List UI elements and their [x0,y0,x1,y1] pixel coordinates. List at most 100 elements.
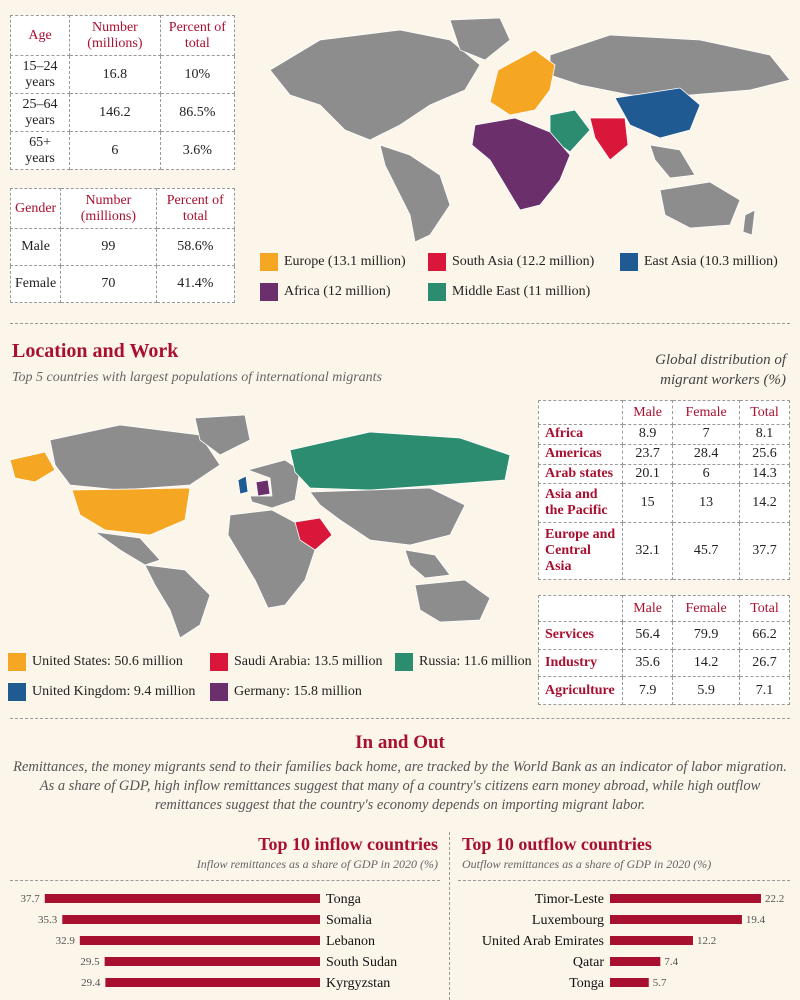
legend-item-middle-east: Middle East (11 million) [428,283,590,301]
asia-shape [309,487,466,546]
row-label: Africa [538,424,623,445]
table-cell: 23.7 [621,443,674,465]
saudi-arabia-region [294,517,333,551]
inflow-value-label: 32.9 [56,935,76,947]
germany-region [255,479,271,497]
legend-swatch [8,653,26,671]
outflow-bar [610,957,661,966]
table-cell: 70 [60,265,157,303]
age-header: Age [9,15,71,56]
row-label: Agriculture [538,676,623,705]
outflow-value-label: 7.4 [664,956,678,968]
outflow-value-label: 12.2 [697,935,716,947]
legend-swatch [260,283,278,301]
legend-label: United Kingdom: 9.4 million [32,684,196,699]
greenland-shape [194,414,251,456]
legend-item-saudi-arabia: Saudi Arabia: 13.5 million [210,653,383,671]
inflow-category-label: South Sudan [326,955,397,970]
gender-table: Gender Number (millions) Percent of tota… [9,188,236,303]
legend-item-south-asia: South Asia (12.2 million) [428,253,594,271]
table-cell: 58.6% [155,228,236,266]
table-cell: 41.4% [155,265,236,303]
table-cell: 14.3 [739,463,790,485]
inflow-axis-rule [10,880,440,881]
russia-shape [549,34,791,96]
north-america-shape [269,29,481,141]
table-cell: 7.1 [739,676,790,705]
outflow-category-label: Tonga [569,976,605,991]
legend-label: Saudi Arabia: 13.5 million [234,654,383,669]
greenland-shape [449,17,511,61]
gender-header: Gender [9,188,62,229]
table-cell: 7 [672,424,740,445]
table-header: Total [739,400,790,425]
legend-item-east-asia: East Asia (10.3 million) [620,253,778,271]
table-cell: 79.9 [672,621,740,650]
legend-item-africa: Africa (12 million) [260,283,391,301]
east-asia-region [614,87,701,139]
section-divider [10,718,790,719]
legend-swatch [8,683,26,701]
legend-swatch [210,653,228,671]
inflow-category-label: Kyrgyzstan [326,976,390,991]
percent-header: Percent of total [159,15,236,56]
inflow-value-label: 37.7 [21,893,41,905]
table-header: Male [621,595,674,622]
table-cell: 15 [621,483,674,523]
table-cell: 6 [672,463,740,485]
russia-region [289,431,511,491]
table-header: Female [672,400,740,425]
inflow-category-label: Lebanon [326,934,375,949]
row-label: Arab states [538,463,623,485]
table-cell: 14.2 [672,648,740,678]
table-cell: 3.6% [159,131,236,170]
table-cell: Male [9,228,62,266]
legend-swatch [620,253,638,271]
table-cell: 20.1 [621,463,674,485]
table-cell: 45.7 [672,521,740,581]
table-cell: 35.6 [621,648,674,678]
table-header: Total [739,595,790,622]
legend-label: Germany: 15.8 million [234,684,362,699]
inflow-value-label: 29.4 [81,977,101,989]
table-cell: 66.2 [739,621,790,650]
row-label: Asia and the Pacific [538,483,623,523]
outflow-bar [610,978,649,987]
inflow-bar-chart: 37.7 Tonga 35.3 Somalia 32.9 Lebanon 29.5 South… [21,892,398,991]
outflow-category-label: United Arab Emirates [482,934,604,949]
new-zealand-shape [742,209,756,236]
inflow-chart-subtitle: Inflow remittances as a share of GDP in … [196,857,438,871]
table-cell: 56.4 [621,621,674,650]
legend-label: East Asia (10.3 million) [644,254,778,269]
table-cell: 146.2 [69,93,161,132]
number-header: Number (millions) [60,188,157,229]
row-label: Industry [538,648,623,678]
legend-item-russia: Russia: 11.6 million [395,653,532,671]
inout-title: In and Out [355,732,445,753]
legend-swatch [260,253,278,271]
table-cell: 32.1 [621,521,674,581]
table-cell: 14.2 [739,483,790,523]
europe-shape [246,459,301,509]
australia-shape [414,579,491,623]
table-cell: 99 [60,228,157,266]
outflow-axis-rule [458,880,790,881]
inflow-category-label: Somalia [326,913,373,928]
africa-shape [227,509,316,609]
outflow-category-label: Luxembourg [532,913,604,928]
south-asia-region [589,117,629,161]
age-table: Age Number (millions) Percent of total 1… [9,15,236,170]
region-distribution-table: Male Female Total Africa 8.9 7 8.1 Ameri… [538,400,790,581]
outflow-bar [610,936,693,945]
legend-label: South Asia (12.2 million) [452,254,595,269]
legend-swatch [428,253,446,271]
legend-swatch [428,283,446,301]
table-cell: 26.7 [739,648,790,678]
europe-region [489,49,556,116]
south-america-shape [379,144,451,243]
origin-world-map [269,17,791,243]
inflow-bar [44,894,320,903]
outflow-bar-chart: Timor-Leste 22.2 Luxembourg 19.4 United Arab… [482,892,784,991]
table-cell: 37.7 [739,521,790,581]
table-cell: 25–64 years [9,93,71,132]
